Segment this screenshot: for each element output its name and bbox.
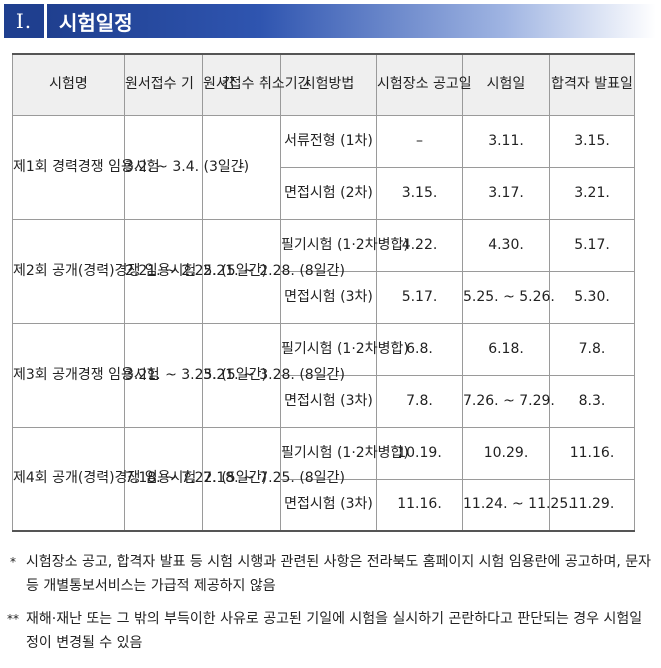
exam-name-cell: 제1회 경력경쟁 임용시험	[12, 114, 160, 220]
section-number: Ⅰ.	[4, 4, 44, 38]
section-title: 시험일정	[47, 4, 656, 38]
apply-period-cell: 7.18. ~ 7.22. (5일간)	[124, 426, 267, 532]
table-row: 면접시험 (2차) 3.15. 3.17. 3.21.	[13, 166, 635, 220]
table-row: 면접시험 (3차) 11.16. 11.24. ~ 11.25. 11.29.	[13, 478, 635, 532]
exam-date-cell: 7.26. ~ 7.29.	[462, 374, 555, 428]
column-header: 시험장소 공고일	[376, 53, 472, 116]
cancel-period-cell: 2.21. ~ 2.28. (8일간)	[202, 218, 345, 324]
apply-period-cell: 3.21. ~ 3.25. (5일간)	[124, 322, 267, 428]
exam-method-cell: 서류전형 (1차)	[280, 114, 377, 168]
table-header-row: 시험명 원서접수 기 간 원서접수 취소기간 시험방법 시험장소 공고일 시험일…	[12, 53, 635, 116]
result-date-cell: 3.21.	[549, 166, 635, 220]
exam-date-cell: 3.17.	[462, 166, 550, 220]
section-header: Ⅰ. 시험일정	[4, 4, 656, 38]
exam-date-cell: 6.18.	[462, 322, 550, 376]
exam-name-cell: 제4회 공개(경력)경쟁 임용시험	[12, 426, 196, 532]
venue-notice-cell: 3.15.	[376, 166, 463, 220]
exam-method-cell: 필기시험 (1·2차병합)	[280, 426, 409, 480]
exam-date-cell: 10.29.	[462, 426, 550, 480]
cancel-period-cell: 7.18. ~ 7.25. (8일간)	[202, 426, 345, 532]
result-date-cell: 11.29.	[549, 478, 635, 532]
cancel-period-cell: –	[202, 114, 281, 220]
venue-notice-cell: 7.8.	[376, 374, 463, 428]
exam-method-cell: 면접시험 (2차)	[280, 166, 377, 220]
result-date-cell: 11.16.	[549, 426, 635, 480]
column-header: 시험명	[12, 53, 125, 116]
result-date-cell: 8.3.	[549, 374, 635, 428]
column-header: 합격자 발표일	[549, 53, 635, 116]
result-date-cell: 3.15.	[549, 114, 635, 168]
cancel-period-cell: 3.21. ~ 3.28. (8일간)	[202, 322, 345, 428]
footnote-mark: **	[7, 612, 19, 626]
footnote-mark: *	[10, 555, 16, 569]
venue-notice-cell: 6.8.	[376, 322, 463, 376]
venue-notice-cell: –	[376, 114, 463, 168]
footnote: * 시험장소 공고, 합격자 발표 등 시험 시행과 관련된 사항은 전라북도 …	[0, 550, 661, 598]
table-row: 제3회 공개경쟁 임용시험 3.21. ~ 3.25. (5일간) 3.21. …	[12, 322, 635, 428]
exam-method-cell: 면접시험 (3차)	[280, 374, 377, 428]
column-header: 시험방법	[280, 53, 377, 116]
exam-date-cell: 11.24. ~ 11.25.	[462, 478, 573, 532]
exam-name-cell: 제3회 공개경쟁 임용시험	[12, 322, 160, 428]
table-row: 제2회 공개(경력)경쟁 임용시험 2.21. ~ 2.25. (5일간) 2.…	[12, 218, 635, 324]
footnote-text: 시험장소 공고, 합격자 발표 등 시험 시행과 관련된 사항은 전라북도 홈페…	[26, 554, 652, 594]
result-date-cell: 7.8.	[549, 322, 635, 376]
result-date-cell: 5.30.	[549, 270, 635, 324]
venue-notice-cell: 10.19.	[376, 426, 463, 480]
exam-date-cell: 4.30.	[462, 218, 550, 272]
footnote-text: 재해·재난 또는 그 밖의 부득이한 사유로 공고된 기일에 시험을 실시하기 …	[26, 611, 643, 651]
venue-notice-cell: 11.16.	[376, 478, 463, 532]
footnote: ** 재해·재난 또는 그 밖의 부득이한 사유로 공고된 기일에 시험을 실시…	[0, 607, 661, 655]
exam-method-cell: 면접시험 (3차)	[280, 478, 377, 532]
exam-method-cell: 필기시험 (1·2차병합)	[280, 218, 409, 272]
table-row: 제4회 공개(경력)경쟁 임용시험 7.18. ~ 7.22. (5일간) 7.…	[12, 426, 635, 532]
venue-notice-cell: 4.22.	[376, 218, 463, 272]
column-header: 원서접수 취소기간	[202, 53, 311, 116]
footnotes: * 시험장소 공고, 합격자 발표 등 시험 시행과 관련된 사항은 전라북도 …	[0, 550, 661, 664]
table-row: 면접시험 (3차) 7.8. 7.26. ~ 7.29. 8.3.	[13, 374, 635, 428]
exam-name-cell: 제2회 공개(경력)경쟁 임용시험	[12, 218, 196, 324]
venue-notice-cell: 5.17.	[376, 270, 463, 324]
exam-schedule-table: 시험명 원서접수 기 간 원서접수 취소기간 시험방법 시험장소 공고일 시험일…	[12, 53, 635, 532]
column-header: 원서접수 기 간	[124, 53, 235, 116]
column-header: 시험일	[462, 53, 550, 116]
apply-period-cell: 3.2. ~ 3.4. (3일간)	[124, 114, 249, 220]
table-row: 제1회 경력경쟁 임용시험 3.2. ~ 3.4. (3일간) – 서류전형 (…	[12, 114, 635, 220]
exam-date-cell: 5.25. ~ 5.26.	[462, 270, 555, 324]
result-date-cell: 5.17.	[549, 218, 635, 272]
apply-period-cell: 2.21. ~ 2.25. (5일간)	[124, 218, 267, 324]
exam-date-cell: 3.11.	[462, 114, 550, 168]
